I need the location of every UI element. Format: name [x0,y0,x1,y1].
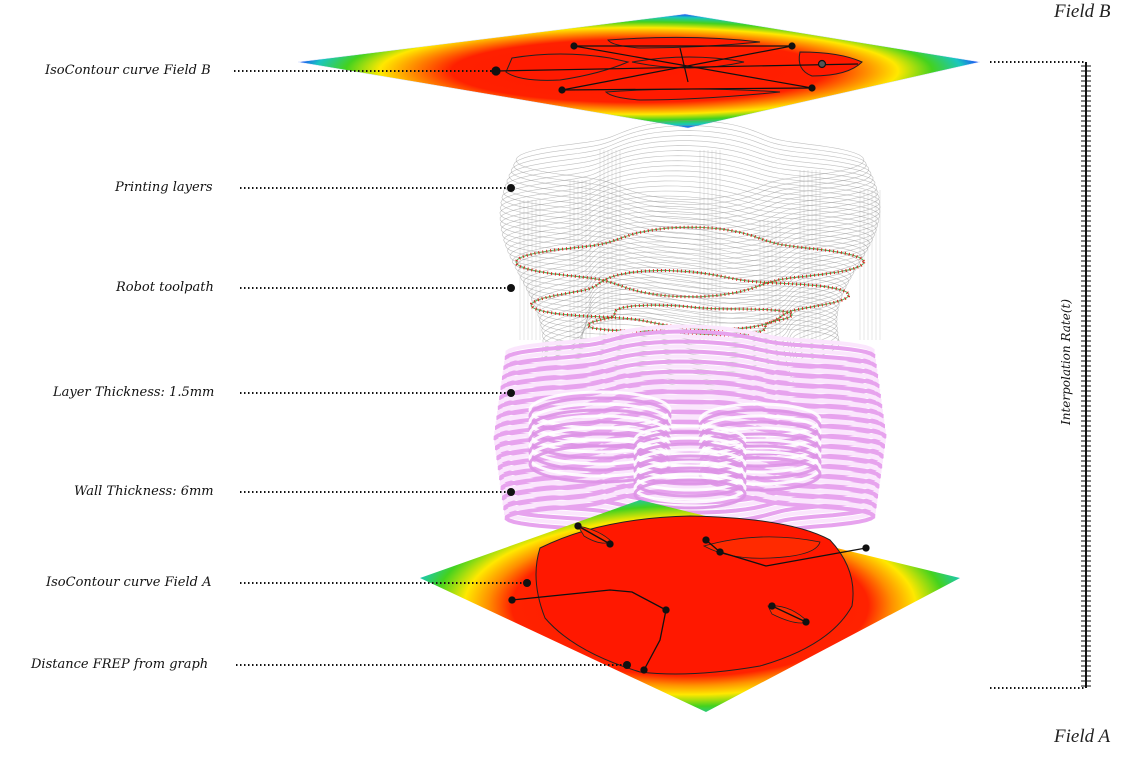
axis-title: Interpolation Rate(t) [1059,298,1073,426]
printing-layer-contour [499,170,881,250]
interpolation-axis [990,61,1091,689]
extruded-layers [493,324,887,545]
dot-printing-layers [507,184,515,192]
printing-layer-contour [501,155,879,235]
extruded-inner-wall [633,442,747,474]
robot-toolpath [514,225,866,337]
label-layer-thickness: Layer Thickness: 1.5mm [53,385,215,400]
printing-layer-contour [502,150,878,230]
printing-layer-contour [503,195,877,275]
extruded-inner-wall [633,424,747,456]
printing-layer-contour [504,145,876,225]
extruded-inner-wall [633,478,747,510]
printing-layer-contour [542,292,838,368]
toolpath-ticks [586,303,794,337]
printing-layer-contour [513,125,867,205]
field-b-surface [297,13,981,129]
extruded-layer [501,464,879,520]
extruded-inner-wall [633,454,747,486]
printing-layer-contour [501,190,879,270]
printing-layer-contour [528,246,852,324]
label-distance-frep: Distance FREP from graph [31,657,209,672]
leader-dots [492,67,631,669]
dot-distance-frep [623,661,631,669]
label-isocontour-field-a: IsoContour curve Field A [46,575,212,590]
printing-layer-contour [506,140,874,220]
dot-isocontour-a [523,579,531,587]
printing-layer-contour [512,216,868,294]
axis-ticks [1081,65,1091,687]
printing-layer-contour [500,160,880,240]
printing-layer-contour [535,261,845,339]
extruded-layer [500,459,880,515]
printing-layer-contour [522,236,858,314]
field-b-graph [491,42,859,94]
printing-layer-contour [525,241,855,319]
printing-layer-contour [499,175,881,255]
extruded-inner-wall [633,430,747,462]
leader-lines [234,70,624,666]
printing-layer-contour [533,256,847,334]
printing-layer-contour [505,200,875,280]
field-a-title: Field A [1054,726,1111,747]
extruded-inner-wall [633,448,747,480]
printing-layer-contour [541,282,839,358]
dot-isocontour-b [492,67,500,75]
printing-layer-contour [517,226,863,304]
toolpath-ticks [529,268,851,332]
dot-wall-thickness [507,488,515,496]
extruded-inner-wall [633,466,747,498]
printing-layer-contour [510,130,870,210]
extruded-inner-wall [698,402,822,438]
extruded-inner-wall [633,460,747,492]
extruded-inner-wall [633,436,747,468]
printing-layer-contour [515,120,865,200]
printing-layer-contour [500,180,880,260]
dot-robot-toolpath [507,284,515,292]
dot-layer-thickness [507,389,515,397]
printing-layer-contour [500,185,880,265]
toolpath-ticks [514,225,866,299]
label-isocontour-field-b: IsoContour curve Field B [45,63,211,78]
label-robot-toolpath: Robot toolpath [116,280,214,295]
field-a-graph [508,522,870,674]
printing-layer-contour [542,287,838,363]
field-b-isocontours [505,36,863,101]
label-wall-thickness: Wall Thickness: 6mm [74,484,214,499]
extruded-layer [501,469,879,525]
printing-layer-contour [499,165,881,245]
field-b-title: Field B [1054,1,1111,22]
label-printing-layers: Printing layers [115,180,213,195]
extruded-inner-wall [633,472,747,504]
printing-layer-contour [514,221,866,299]
printing-layer-contour [520,231,860,309]
printing-layer-contour [508,135,872,215]
